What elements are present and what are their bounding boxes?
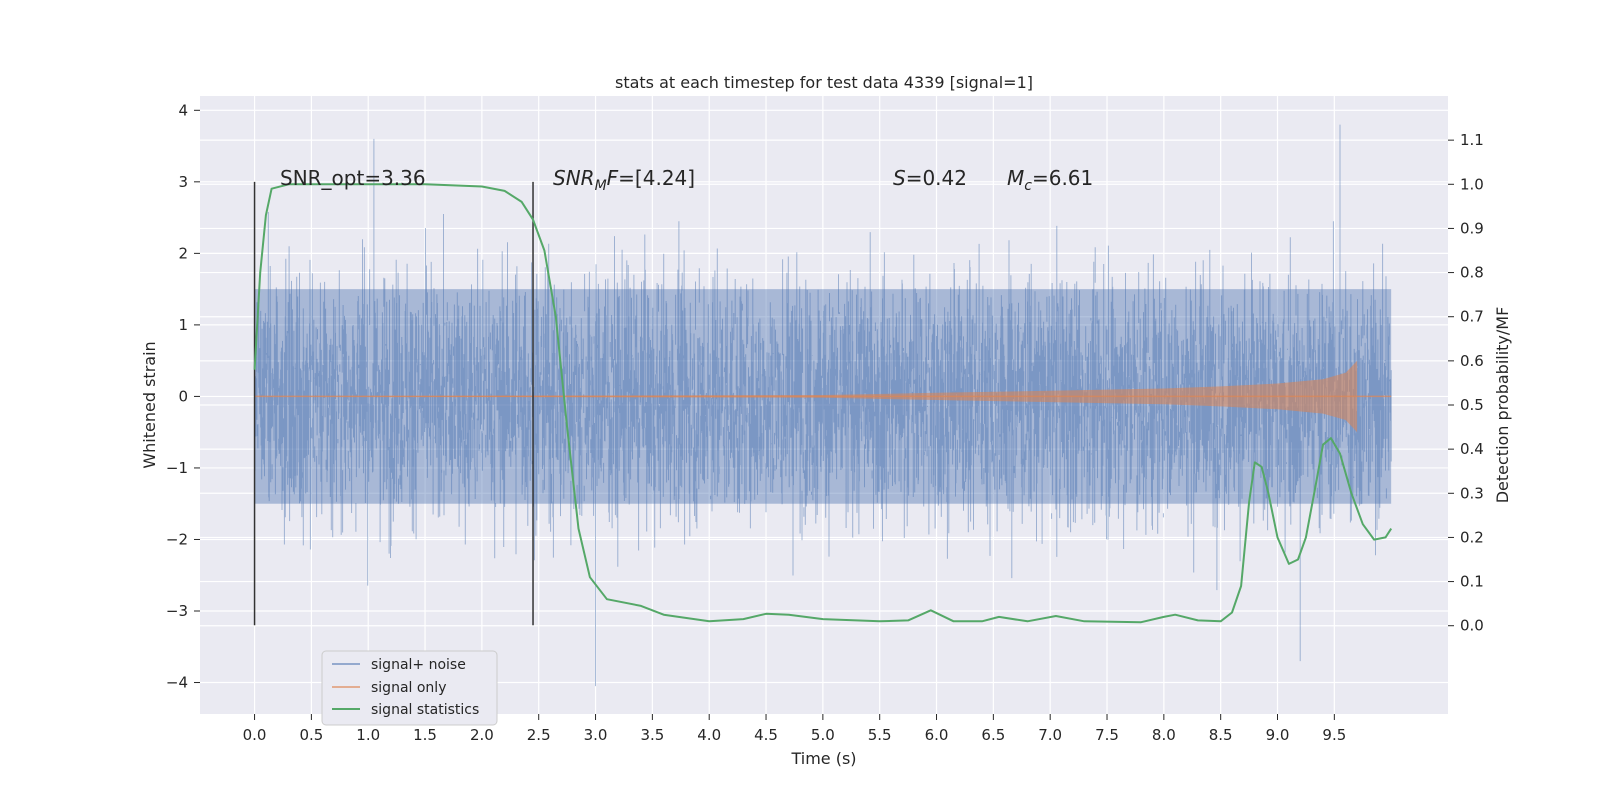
legend-label-signal-noise: signal+ noise — [371, 657, 466, 673]
x-tick-label: 6.0 — [925, 726, 949, 744]
y-tick-label: 3 — [178, 173, 188, 191]
x-tick-label: 1.0 — [356, 726, 380, 744]
annotation-snr-mf: SNRMF=[4.24] — [553, 166, 695, 194]
chart-title: stats at each timestep for test data 433… — [615, 73, 1033, 92]
y2-tick-label: 1.0 — [1460, 175, 1484, 193]
y2-tick-label: 0.6 — [1460, 352, 1484, 370]
y2-tick-label: 0.9 — [1460, 219, 1484, 237]
y-tick-label: −4 — [166, 674, 188, 692]
y2-tick-label: 0.7 — [1460, 308, 1484, 326]
x-tick-label: 2.5 — [527, 726, 551, 744]
x-tick-label: 5.5 — [868, 726, 892, 744]
x-tick-label: 0.5 — [299, 726, 323, 744]
x-tick-label: 3.5 — [640, 726, 664, 744]
annotation-mc: Mc=6.61 — [1007, 166, 1093, 194]
series-signal-statistics — [253, 183, 1393, 624]
series-signal-only — [254, 360, 1392, 433]
y2-tick-label: 0.3 — [1460, 484, 1484, 502]
x-tick-label: 4.0 — [697, 726, 721, 744]
legend: signal+ noise signal only signal statist… — [321, 650, 498, 726]
y-tick-label: 4 — [178, 101, 188, 119]
y-tick-label: −2 — [166, 530, 188, 548]
x-tick-label: 7.0 — [1038, 726, 1062, 744]
y2-axis-label: Detection probability/MF — [1493, 307, 1512, 504]
x-tick-label: 8.5 — [1209, 726, 1233, 744]
legend-label-signal-only: signal only — [371, 680, 446, 696]
x-tick-label: 9.0 — [1266, 726, 1290, 744]
y-axis-ticks: 4 3 2 1 0 −1 −2 −3 −4 — [166, 101, 200, 692]
x-tick-label: 3.0 — [584, 726, 608, 744]
x-tick-label: 4.5 — [754, 726, 778, 744]
y2-tick-label: 0.5 — [1460, 396, 1484, 414]
x-tick-label: 2.0 — [470, 726, 494, 744]
x-tick-label: 8.0 — [1152, 726, 1176, 744]
x-tick-label: 0.0 — [243, 726, 267, 744]
annotation-s: S=0.42 — [893, 166, 967, 190]
y-tick-label: −3 — [166, 602, 188, 620]
legend-box — [321, 650, 498, 726]
x-tick-label: 1.5 — [413, 726, 437, 744]
y2-tick-label: 0.4 — [1460, 440, 1484, 458]
x-axis-label: Time (s) — [790, 749, 856, 768]
y-tick-label: −1 — [166, 459, 188, 477]
x-tick-label: 6.5 — [981, 726, 1005, 744]
x-tick-label: 5.0 — [811, 726, 835, 744]
y-tick-label: 0 — [178, 387, 188, 405]
x-tick-label: 9.5 — [1322, 726, 1346, 744]
vertical-markers — [253, 181, 534, 626]
legend-label-signal-statistics: signal statistics — [371, 702, 479, 718]
y-tick-label: 1 — [178, 316, 188, 334]
x-axis-ticks: 0.0 0.5 1.0 1.5 2.0 2.5 3.0 3.5 4.0 4.5 5.0 5.5 6.0 6… — [243, 714, 1346, 744]
y2-tick-label: 0.0 — [1460, 617, 1484, 635]
signal-statistics-line — [253, 183, 1393, 624]
y-tick-label: 2 — [178, 244, 188, 262]
y2-tick-label: 1.1 — [1460, 131, 1484, 149]
y-axis-label: Whitened strain — [140, 341, 159, 468]
y2-tick-label: 0.2 — [1460, 528, 1484, 546]
annotation-snr-opt: SNR_opt=3.36 — [280, 166, 426, 190]
y2-axis-ticks: 1.1 1.0 0.9 0.8 0.7 0.6 0.5 0.4 0.3 0.2 0.1 0.0 — [1448, 131, 1484, 635]
y2-tick-label: 0.8 — [1460, 264, 1484, 282]
x-tick-label: 7.5 — [1095, 726, 1119, 744]
y2-tick-label: 0.1 — [1460, 573, 1484, 591]
